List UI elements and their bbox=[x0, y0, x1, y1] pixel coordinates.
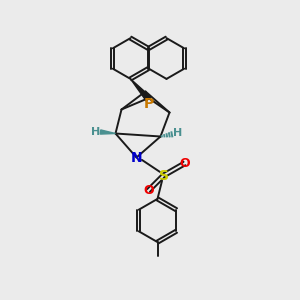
Text: P: P bbox=[143, 97, 154, 110]
Polygon shape bbox=[130, 79, 151, 101]
Text: S: S bbox=[158, 169, 169, 182]
Text: N: N bbox=[131, 151, 142, 164]
Text: H: H bbox=[173, 128, 182, 139]
Polygon shape bbox=[100, 130, 116, 134]
Text: O: O bbox=[179, 157, 190, 170]
Text: O: O bbox=[143, 184, 154, 197]
Text: H: H bbox=[92, 127, 100, 137]
